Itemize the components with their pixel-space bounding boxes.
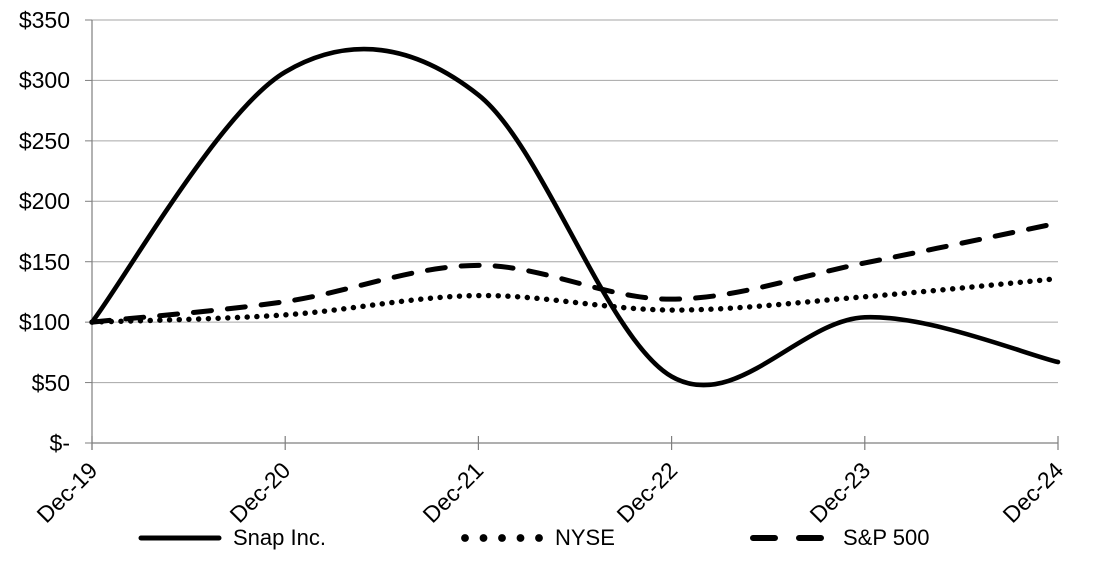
legend-label: NYSE <box>555 525 615 550</box>
series-line-nyse <box>89 275 1061 325</box>
legend-item-snap-inc: Snap Inc. <box>138 524 326 552</box>
legend-item-nyse: NYSE <box>460 524 615 552</box>
dashed-line-swatch-icon <box>750 535 824 541</box>
legend-label: S&P 500 <box>843 525 930 550</box>
series-line-snap-inc <box>89 46 1061 388</box>
y-axis-label: $300 <box>18 67 70 94</box>
solid-line-swatch-icon <box>138 535 222 541</box>
series-line-s-p-500 <box>89 220 1061 325</box>
y-axis-label: $100 <box>18 309 70 336</box>
y-axis-label: $250 <box>18 127 70 154</box>
legend-label: Snap Inc. <box>233 525 326 550</box>
y-axis-label: $350 <box>18 7 70 33</box>
dotted-line-swatch-icon <box>461 534 543 542</box>
legend-item-s-p-500: S&P 500 <box>748 524 929 552</box>
y-axis-label: $50 <box>31 369 70 396</box>
y-axis-label: $150 <box>18 248 70 275</box>
y-axis-label: $200 <box>18 188 70 215</box>
y-axis-label: $- <box>49 430 70 456</box>
